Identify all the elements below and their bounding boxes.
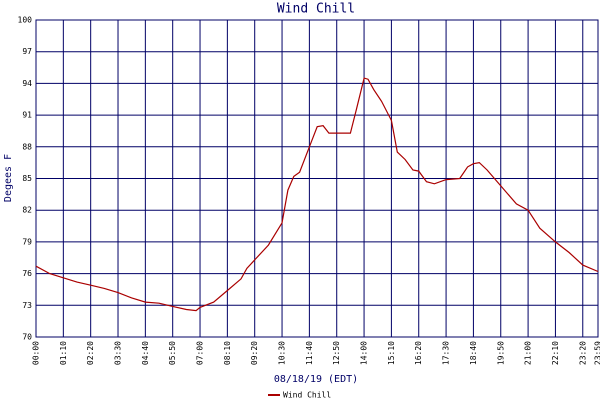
line-series bbox=[35, 77, 599, 312]
legend-label: Wind Chill bbox=[283, 391, 331, 400]
x-tick-label: 21:00 bbox=[524, 341, 533, 365]
x-tick-label: 05:50 bbox=[168, 341, 177, 365]
x-tick-label: 11:40 bbox=[305, 341, 314, 365]
chart-title: Wind Chill bbox=[277, 2, 355, 17]
x-tick-label: 07:00 bbox=[196, 341, 205, 365]
x-tick-label: 12:50 bbox=[332, 341, 341, 365]
x-tick-label: 04:40 bbox=[141, 341, 150, 365]
x-tick-label: 03:30 bbox=[114, 341, 123, 365]
y-tick-label: 100 bbox=[18, 16, 33, 25]
x-axis-label: 08/18/19 (EDT) bbox=[274, 374, 358, 385]
y-axis-label: Degees F bbox=[3, 154, 14, 202]
x-tick-label: 01:10 bbox=[59, 341, 68, 365]
x-tick-label: 09:20 bbox=[250, 341, 259, 365]
x-tick-label: 08:10 bbox=[223, 341, 232, 365]
y-tick-label: 94 bbox=[22, 79, 32, 88]
x-tick-label: 23:59 bbox=[594, 341, 600, 365]
y-tick-label: 82 bbox=[22, 206, 32, 215]
y-tick-label: 91 bbox=[22, 111, 32, 120]
y-tick-label: 85 bbox=[22, 174, 32, 183]
x-tick-label: 15:10 bbox=[387, 341, 396, 365]
y-tick-label: 79 bbox=[22, 237, 32, 246]
y-tick-label: 73 bbox=[22, 301, 32, 310]
x-tick-label: 19:50 bbox=[496, 341, 505, 365]
x-tick-label: 10:30 bbox=[278, 341, 287, 365]
x-tick-label: 16:20 bbox=[414, 341, 423, 365]
x-tick-label: 00:00 bbox=[32, 341, 41, 365]
y-tick-label: 97 bbox=[22, 47, 32, 56]
y-tick-label: 76 bbox=[22, 269, 32, 278]
x-tick-label: 17:30 bbox=[442, 341, 451, 365]
x-tick-label: 02:20 bbox=[86, 341, 95, 365]
y-tick-label: 88 bbox=[22, 142, 32, 151]
x-tick-label: 14:00 bbox=[360, 341, 369, 365]
x-tick-label: 22:10 bbox=[551, 341, 560, 365]
x-tick-label: 18:40 bbox=[469, 341, 478, 365]
x-tick-label: 23:20 bbox=[578, 341, 587, 365]
y-tick-label: 70 bbox=[22, 333, 32, 342]
